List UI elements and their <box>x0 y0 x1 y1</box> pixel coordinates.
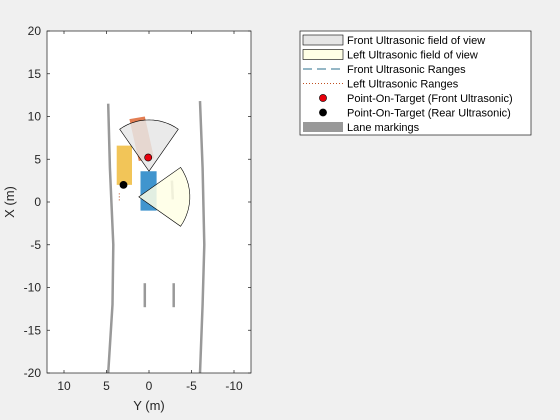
y-tick-label: 15 <box>28 67 42 81</box>
legend-label: Point-On-Target (Front Ultrasonic) <box>347 93 513 105</box>
x-tick-label: 5 <box>103 379 110 393</box>
legend-swatch <box>319 94 327 102</box>
legend-item: Point-On-Target (Front Ultrasonic) <box>319 93 513 105</box>
y-tick-label: -5 <box>30 238 41 252</box>
legend-label: Front Ultrasonic field of view <box>347 35 485 47</box>
legend[interactable]: Front Ultrasonic field of view Left Ultra… <box>299 30 532 136</box>
y-tick-label: -10 <box>24 281 42 295</box>
y-axis-label: X (m) <box>2 186 17 218</box>
y-tick-label: 10 <box>28 110 42 124</box>
legend-swatch <box>303 122 343 132</box>
legend-swatch <box>319 108 327 117</box>
legend-label: Point-On-Target (Rear Ultrasonic) <box>347 108 511 120</box>
x-tick-label: -5 <box>186 379 197 393</box>
legend-box <box>299 30 532 136</box>
legend-item: Front Ultrasonic Ranges <box>303 64 466 76</box>
x-axis-label: Y (m) <box>133 398 165 413</box>
y-axis-ticks: 20 15 10 5 0 -5 -10 -15 -20 <box>24 24 251 380</box>
y-tick-label: 0 <box>34 195 41 209</box>
y-tick-label: -15 <box>24 323 42 337</box>
left-ultrasonic-fov <box>138 166 191 227</box>
legend-label: Lane markings <box>347 122 420 134</box>
lane-marking-left-outer <box>106 103 115 373</box>
legend-swatch <box>302 49 344 60</box>
legend-item: Point-On-Target (Rear Ultrasonic) <box>319 108 511 120</box>
x-tick-label: -10 <box>225 379 243 393</box>
legend-label: Left Ultrasonic Ranges <box>347 79 459 91</box>
legend-item: Left Ultrasonic Ranges <box>303 79 459 91</box>
legend-item: Lane markings <box>303 122 420 134</box>
legend-item: Front Ultrasonic field of view <box>302 34 485 47</box>
lane-marking-right-outer <box>198 101 206 373</box>
y-tick-label: 20 <box>28 24 42 38</box>
front-ultrasonic-point <box>144 153 153 162</box>
left-vehicle <box>116 145 132 185</box>
rear-ultrasonic-point <box>119 180 128 189</box>
front-ultrasonic-fov <box>119 119 179 172</box>
y-tick-label: -20 <box>24 366 42 380</box>
legend-swatch <box>302 34 344 46</box>
plot-content <box>106 101 206 373</box>
legend-label: Left Ultrasonic field of view <box>347 50 478 62</box>
legend-label: Front Ultrasonic Ranges <box>347 64 466 76</box>
x-tick-label: 0 <box>146 379 153 393</box>
x-tick-label: 10 <box>57 379 71 393</box>
y-tick-label: 5 <box>34 152 41 166</box>
x-axis-ticks: 10 5 0 -5 -10 <box>57 31 243 393</box>
legend-item: Left Ultrasonic field of view <box>302 49 478 62</box>
